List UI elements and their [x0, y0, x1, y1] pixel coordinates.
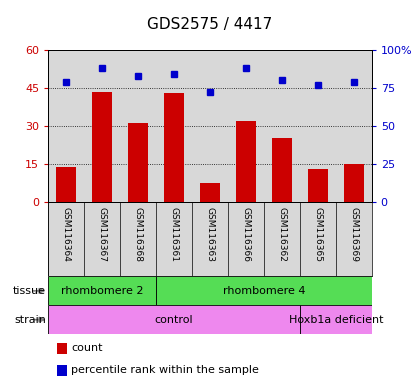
- Bar: [236, 121, 256, 202]
- Text: GSM116361: GSM116361: [170, 207, 178, 262]
- Text: GSM116364: GSM116364: [62, 207, 71, 262]
- Text: GSM116362: GSM116362: [277, 207, 286, 262]
- Text: rhombomere 2: rhombomere 2: [61, 286, 144, 296]
- Text: percentile rank within the sample: percentile rank within the sample: [71, 366, 259, 376]
- Text: GSM116366: GSM116366: [241, 207, 250, 262]
- Text: GSM116363: GSM116363: [205, 207, 215, 262]
- Bar: [300, 305, 372, 334]
- Bar: [128, 123, 148, 202]
- Text: control: control: [155, 314, 193, 325]
- Bar: [272, 138, 292, 202]
- Text: GSM116365: GSM116365: [313, 207, 322, 262]
- Bar: [164, 93, 184, 202]
- Bar: [200, 183, 220, 202]
- Text: tissue: tissue: [13, 286, 46, 296]
- Bar: [48, 276, 156, 305]
- Bar: [92, 92, 112, 202]
- Bar: [344, 164, 364, 202]
- Bar: [156, 276, 372, 305]
- Text: GDS2575 / 4417: GDS2575 / 4417: [147, 17, 273, 33]
- Bar: [56, 167, 76, 202]
- Text: rhombomere 4: rhombomere 4: [223, 286, 305, 296]
- Text: GSM116368: GSM116368: [134, 207, 143, 262]
- Text: GSM116367: GSM116367: [98, 207, 107, 262]
- Text: strain: strain: [14, 314, 46, 325]
- Bar: [308, 169, 328, 202]
- Bar: [48, 305, 300, 334]
- Text: GSM116369: GSM116369: [349, 207, 358, 262]
- Text: Hoxb1a deficient: Hoxb1a deficient: [289, 314, 383, 325]
- Text: count: count: [71, 343, 103, 353]
